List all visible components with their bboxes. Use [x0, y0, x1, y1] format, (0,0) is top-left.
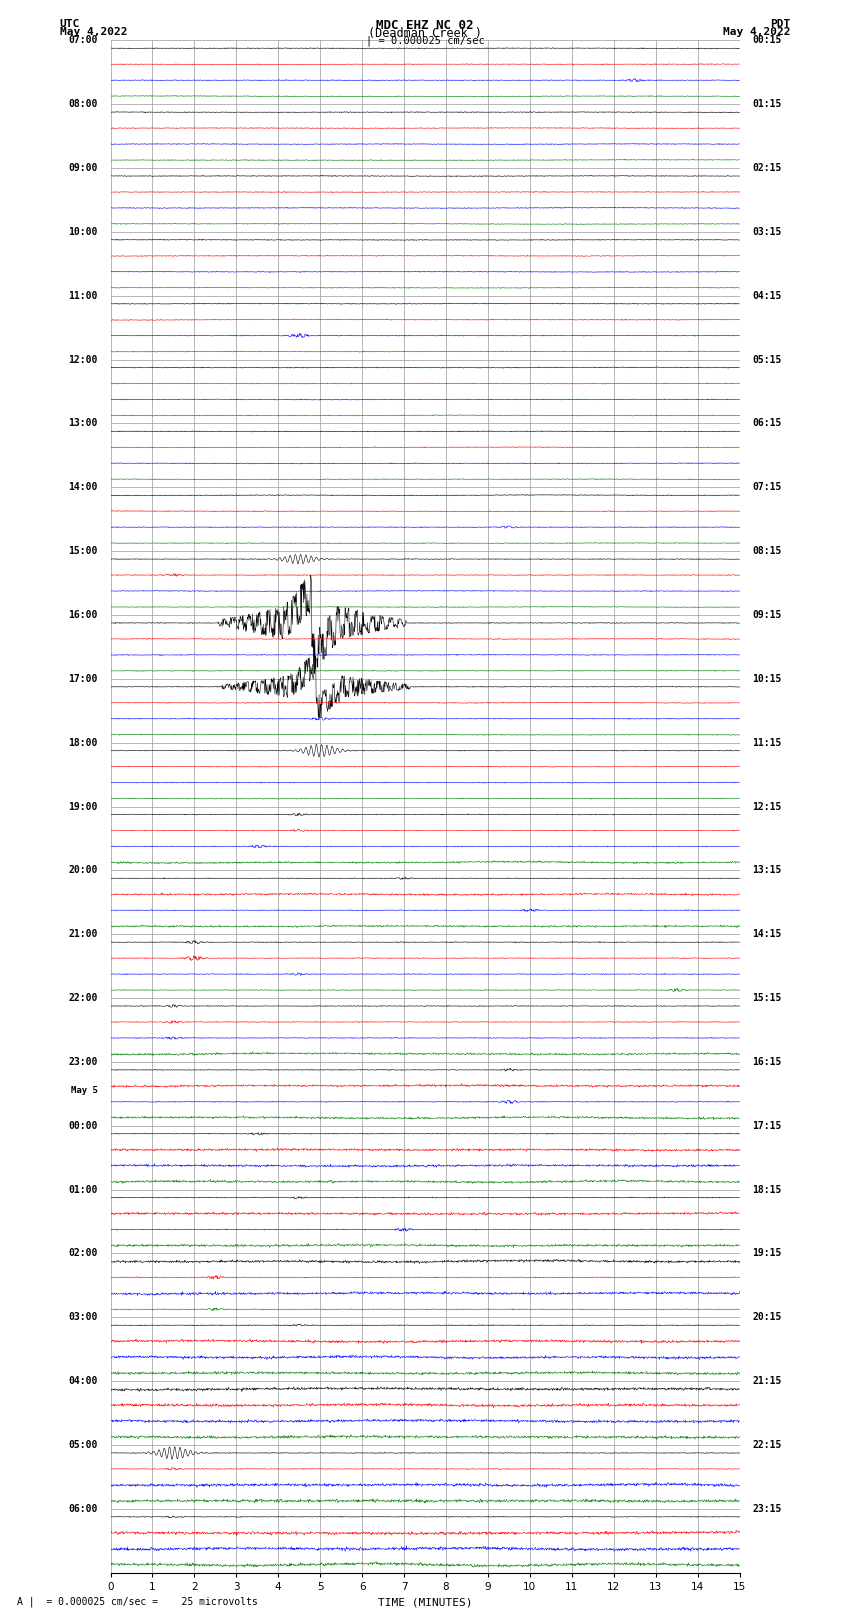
- Text: 05:15: 05:15: [752, 355, 781, 365]
- Text: 12:00: 12:00: [69, 355, 98, 365]
- Text: A |  = 0.000025 cm/sec =    25 microvolts: A | = 0.000025 cm/sec = 25 microvolts: [17, 1595, 258, 1607]
- Text: | = 0.000025 cm/sec: | = 0.000025 cm/sec: [366, 35, 484, 47]
- Text: UTC: UTC: [60, 19, 80, 29]
- Text: 08:15: 08:15: [752, 547, 781, 556]
- Text: 22:00: 22:00: [69, 994, 98, 1003]
- Text: 08:00: 08:00: [69, 98, 98, 110]
- Text: May 4,2022: May 4,2022: [723, 27, 791, 37]
- Text: (Deadman Creek ): (Deadman Creek ): [368, 27, 482, 40]
- Text: 03:00: 03:00: [69, 1313, 98, 1323]
- Text: 09:15: 09:15: [752, 610, 781, 619]
- X-axis label: TIME (MINUTES): TIME (MINUTES): [377, 1597, 473, 1607]
- Text: 15:15: 15:15: [752, 994, 781, 1003]
- Text: 06:00: 06:00: [69, 1503, 98, 1515]
- Text: 21:15: 21:15: [752, 1376, 781, 1386]
- Text: 18:15: 18:15: [752, 1184, 781, 1195]
- Text: MDC EHZ NC 02: MDC EHZ NC 02: [377, 19, 473, 32]
- Text: 20:00: 20:00: [69, 865, 98, 876]
- Text: 01:15: 01:15: [752, 98, 781, 110]
- Text: 21:00: 21:00: [69, 929, 98, 939]
- Text: 01:00: 01:00: [69, 1184, 98, 1195]
- Text: 15:00: 15:00: [69, 547, 98, 556]
- Text: 11:15: 11:15: [752, 737, 781, 748]
- Text: 07:00: 07:00: [69, 35, 98, 45]
- Text: 22:15: 22:15: [752, 1440, 781, 1450]
- Text: 19:00: 19:00: [69, 802, 98, 811]
- Text: 10:00: 10:00: [69, 227, 98, 237]
- Text: 00:00: 00:00: [69, 1121, 98, 1131]
- Text: 13:15: 13:15: [752, 865, 781, 876]
- Text: 16:15: 16:15: [752, 1057, 781, 1066]
- Text: 20:15: 20:15: [752, 1313, 781, 1323]
- Text: 17:00: 17:00: [69, 674, 98, 684]
- Text: 04:15: 04:15: [752, 290, 781, 300]
- Text: 00:15: 00:15: [752, 35, 781, 45]
- Text: 06:15: 06:15: [752, 418, 781, 429]
- Text: 11:00: 11:00: [69, 290, 98, 300]
- Text: 17:15: 17:15: [752, 1121, 781, 1131]
- Text: 04:00: 04:00: [69, 1376, 98, 1386]
- Text: 02:00: 02:00: [69, 1248, 98, 1258]
- Text: 14:15: 14:15: [752, 929, 781, 939]
- Text: 12:15: 12:15: [752, 802, 781, 811]
- Text: 19:15: 19:15: [752, 1248, 781, 1258]
- Text: 14:00: 14:00: [69, 482, 98, 492]
- Text: 03:15: 03:15: [752, 227, 781, 237]
- Text: 07:15: 07:15: [752, 482, 781, 492]
- Text: 18:00: 18:00: [69, 737, 98, 748]
- Text: 02:15: 02:15: [752, 163, 781, 173]
- Text: May 5: May 5: [71, 1086, 98, 1095]
- Text: 23:15: 23:15: [752, 1503, 781, 1515]
- Text: 10:15: 10:15: [752, 674, 781, 684]
- Text: 16:00: 16:00: [69, 610, 98, 619]
- Text: 13:00: 13:00: [69, 418, 98, 429]
- Text: 05:00: 05:00: [69, 1440, 98, 1450]
- Text: 23:00: 23:00: [69, 1057, 98, 1066]
- Text: 09:00: 09:00: [69, 163, 98, 173]
- Text: PDT: PDT: [770, 19, 790, 29]
- Text: May 4,2022: May 4,2022: [60, 27, 127, 37]
